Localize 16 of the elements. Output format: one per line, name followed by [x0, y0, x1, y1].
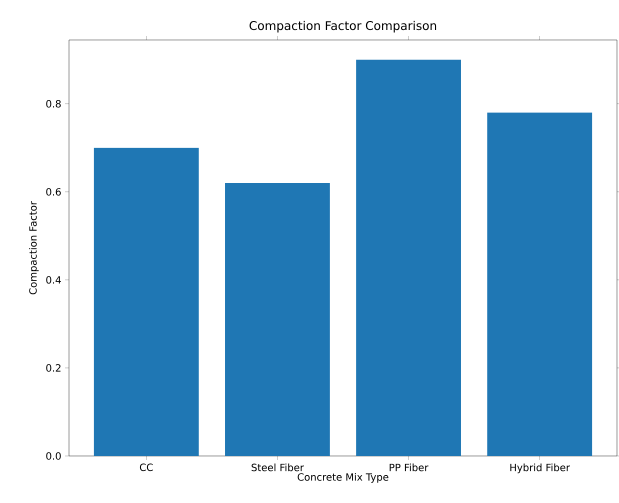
x-tick-label: PP Fiber	[390, 464, 428, 472]
x-tick-label: Hybrid Fiber	[510, 464, 570, 474]
bar	[487, 112, 592, 456]
y-tick-label: 0.2	[46, 364, 60, 372]
bar	[94, 148, 199, 456]
x-axis-title: Concrete Mix Type	[298, 473, 388, 483]
y-tick-label: 0.8	[46, 100, 61, 108]
x-tick-label: Steel Fiber	[252, 464, 304, 472]
y-axis-title: Compaction Factor	[29, 201, 39, 294]
x-tick-label: CC	[140, 464, 153, 472]
y-tick-label: 0.4	[46, 276, 61, 284]
chart-title: Compaction Factor Comparison	[250, 20, 436, 32]
y-tick-label: 0.6	[46, 188, 61, 196]
y-tick-label: 0.0	[46, 452, 61, 460]
bar	[356, 60, 461, 456]
bar	[225, 183, 330, 456]
